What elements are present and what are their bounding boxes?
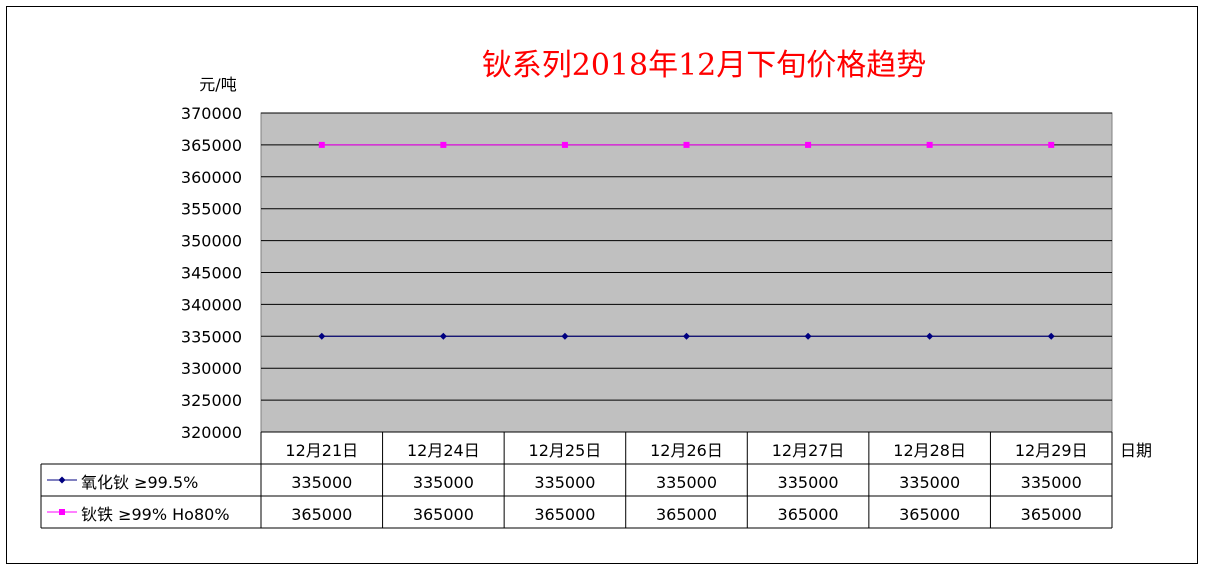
data-label: 335000 xyxy=(899,473,960,492)
data-label: 365000 xyxy=(413,505,474,524)
data-point xyxy=(1048,141,1055,148)
legend-key-marker xyxy=(58,476,66,484)
y-tick-label: 340000 xyxy=(181,295,242,314)
x-tick-label: 12月29日 xyxy=(1015,441,1088,460)
data-point xyxy=(318,332,326,340)
legend-label: 钬铁 ≥99% Ho80% xyxy=(81,505,230,524)
data-label: 335000 xyxy=(291,473,352,492)
y-tick-label: 360000 xyxy=(181,168,242,187)
data-label: 335000 xyxy=(1021,473,1082,492)
data-label: 335000 xyxy=(534,473,595,492)
data-point xyxy=(926,141,933,148)
data-label: 365000 xyxy=(1021,505,1082,524)
y-tick-label: 355000 xyxy=(181,200,242,219)
data-point xyxy=(805,141,812,148)
y-tick-label: 370000 xyxy=(181,104,242,123)
data-point xyxy=(926,332,934,340)
x-tick-label: 12月26日 xyxy=(650,441,723,460)
data-label: 335000 xyxy=(778,473,839,492)
x-tick-label: 12月27日 xyxy=(772,441,845,460)
y-tick-label: 320000 xyxy=(181,423,242,442)
chart-title: 钬系列2018年12月下旬价格趋势 xyxy=(482,48,927,83)
x-tick-label: 12月21日 xyxy=(285,441,358,460)
y-tick-label: 325000 xyxy=(181,391,242,410)
data-point xyxy=(439,332,447,340)
x-tick-label: 12月25日 xyxy=(529,441,602,460)
data-label: 335000 xyxy=(413,473,474,492)
legend-key-marker xyxy=(59,509,65,515)
data-point xyxy=(440,141,447,148)
y-axis-label: 元/吨 xyxy=(199,75,236,94)
data-label: 335000 xyxy=(656,473,717,492)
data-point xyxy=(561,332,569,340)
x-tick-label: 12月28日 xyxy=(893,441,966,460)
y-tick-label: 350000 xyxy=(181,232,242,251)
data-label: 365000 xyxy=(534,505,595,524)
data-point xyxy=(683,141,690,148)
y-tick-label: 330000 xyxy=(181,359,242,378)
y-tick-label: 345000 xyxy=(181,264,242,283)
data-point xyxy=(318,141,325,148)
data-label: 365000 xyxy=(778,505,839,524)
x-tick-label: 12月24日 xyxy=(407,441,480,460)
y-tick-label: 335000 xyxy=(181,327,242,346)
data-point xyxy=(1047,332,1055,340)
data-label: 365000 xyxy=(291,505,352,524)
y-tick-label: 365000 xyxy=(181,136,242,155)
x-axis-label: 日期 xyxy=(1120,441,1152,460)
chart-frame xyxy=(6,6,1198,564)
data-point xyxy=(683,332,690,340)
data-label: 365000 xyxy=(899,505,960,524)
data-point xyxy=(561,141,568,148)
legend-label: 氧化钬 ≥99.5% xyxy=(81,473,198,492)
data-point xyxy=(804,332,812,340)
data-label: 365000 xyxy=(656,505,717,524)
